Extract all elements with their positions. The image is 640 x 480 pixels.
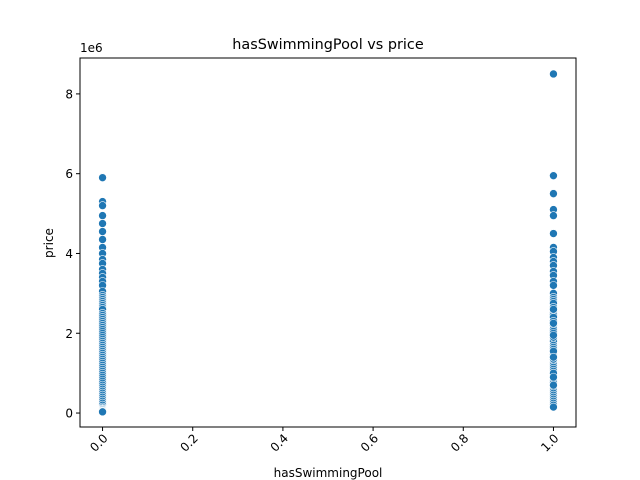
y-tick-label: 2	[65, 327, 73, 341]
scatter-point	[549, 281, 558, 290]
scatter-point	[549, 211, 558, 220]
scatter-point	[98, 201, 107, 210]
scatter-point	[549, 229, 558, 238]
scatter-point	[98, 235, 107, 244]
scatter-point	[549, 330, 558, 340]
scatter-point	[549, 189, 558, 198]
x-axis-label: hasSwimmingPool	[274, 466, 383, 480]
scatter-point	[549, 305, 558, 314]
x-tick-label: 1.0	[538, 431, 561, 454]
y-axis-label: price	[42, 228, 56, 258]
scatter-point	[549, 352, 558, 362]
x-axis: 0.0 0.2 0.4 0.6 0.8 1.0	[87, 427, 562, 455]
x-tick-label: 0.4	[268, 431, 291, 454]
y-tick-label: 0	[65, 407, 73, 421]
scatter-point	[549, 380, 558, 390]
y-offset-label: 1e6	[80, 41, 103, 55]
data-points	[98, 69, 558, 417]
y-axis: 0 2 4 6 8	[65, 87, 80, 421]
plot-area	[79, 57, 577, 428]
scatter-point	[549, 372, 558, 382]
scatter-point	[549, 171, 558, 180]
scatter-point	[549, 402, 558, 412]
scatter-point	[549, 318, 558, 328]
chart-title: hasSwimmingPool vs price	[232, 37, 424, 53]
scatter-point	[549, 69, 558, 79]
y-tick-label: 4	[65, 247, 73, 261]
scatter-point	[98, 219, 107, 228]
x-tick-label: 0.6	[358, 431, 381, 454]
x-tick-label: 0.0	[87, 431, 110, 454]
x-tick-label: 0.2	[177, 431, 200, 454]
scatter-point	[98, 407, 107, 417]
scatter-point	[98, 227, 107, 236]
scatter-point	[98, 211, 107, 220]
y-tick-label: 8	[65, 87, 73, 101]
scatter-point	[98, 173, 107, 182]
x-tick-label: 0.8	[448, 431, 471, 454]
y-tick-label: 6	[65, 167, 73, 181]
